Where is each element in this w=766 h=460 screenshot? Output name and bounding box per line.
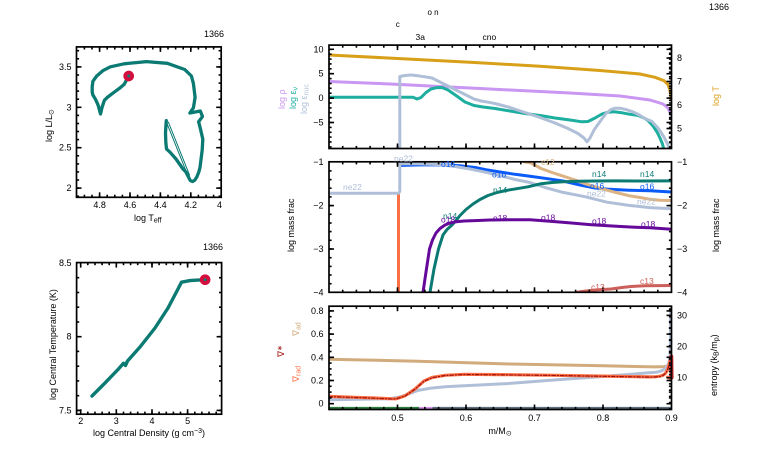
- svg-text:6: 6: [677, 100, 682, 110]
- svg-text:2: 2: [66, 183, 71, 193]
- svg-text:4.2: 4.2: [185, 200, 198, 210]
- svg-text:o16: o16: [492, 170, 506, 180]
- svg-text:log ρ: log ρ: [277, 89, 287, 109]
- svg-text:−1: −1: [313, 157, 323, 167]
- svg-text:0.8: 0.8: [311, 306, 324, 316]
- svg-text:4.6: 4.6: [124, 200, 137, 210]
- svg-text:10: 10: [677, 373, 687, 383]
- svg-text:1366: 1366: [709, 2, 729, 12]
- svg-text:log mass frac: log mass frac: [286, 198, 296, 252]
- svg-text:0.4: 0.4: [311, 352, 324, 362]
- svg-text:n14: n14: [493, 185, 507, 195]
- svg-text:1366: 1366: [204, 29, 224, 39]
- svg-text:∇∗: ∇∗: [276, 345, 286, 358]
- svg-text:log εnuc: log εnuc: [299, 84, 311, 114]
- svg-text:log L/L⊙: log L/L⊙: [44, 109, 56, 142]
- svg-text:entropy (kB/mp): entropy (kB/mp): [709, 334, 721, 396]
- svg-text:20: 20: [677, 342, 687, 352]
- svg-text:o18: o18: [493, 213, 507, 223]
- svg-text:o18: o18: [441, 215, 455, 225]
- svg-text:3.5: 3.5: [59, 62, 72, 72]
- svg-text:log mass frac: log mass frac: [711, 198, 721, 252]
- svg-text:4: 4: [149, 416, 154, 426]
- svg-text:−3: −3: [677, 244, 687, 254]
- svg-text:0.7: 0.7: [528, 413, 541, 423]
- svg-text:log Central Temperature (K): log Central Temperature (K): [48, 289, 58, 400]
- svg-text:8.5: 8.5: [59, 258, 72, 268]
- svg-text:c12: c12: [541, 157, 555, 167]
- svg-text:0.6: 0.6: [311, 329, 324, 339]
- svg-text:−3: −3: [313, 244, 323, 254]
- svg-text:log Central Density (g cm−3): log Central Density (g cm−3): [93, 428, 205, 438]
- svg-text:o18: o18: [592, 216, 606, 226]
- svg-text:log εν: log εν: [288, 86, 300, 109]
- svg-text:−4: −4: [677, 287, 687, 297]
- svg-text:4.4: 4.4: [154, 200, 167, 210]
- svg-text:3: 3: [114, 416, 119, 426]
- svg-text:0.9: 0.9: [665, 413, 678, 423]
- svg-text:o18: o18: [641, 219, 655, 229]
- svg-text:4: 4: [217, 200, 222, 210]
- svg-text:3a: 3a: [416, 32, 426, 42]
- svg-text:8: 8: [677, 53, 682, 63]
- svg-text:m/M⊙: m/M⊙: [488, 426, 512, 438]
- svg-text:∇ad: ∇ad: [291, 322, 303, 337]
- svg-text:n14: n14: [443, 211, 457, 221]
- svg-text:ne22: ne22: [587, 189, 606, 199]
- svg-text:30: 30: [677, 310, 687, 320]
- svg-text:n14: n14: [640, 169, 654, 179]
- svg-text:5: 5: [185, 416, 190, 426]
- svg-text:−2: −2: [313, 201, 323, 211]
- svg-text:0.2: 0.2: [311, 376, 324, 386]
- svg-text:5: 5: [677, 124, 682, 134]
- svg-text:−4: −4: [313, 287, 323, 297]
- svg-text:log T: log T: [711, 86, 721, 106]
- svg-text:−5: −5: [313, 118, 323, 128]
- svg-text:o18: o18: [541, 213, 555, 223]
- svg-text:log Teff: log Teff: [134, 213, 162, 225]
- svg-text:−1: −1: [677, 157, 687, 167]
- svg-text:ne22: ne22: [394, 154, 413, 164]
- svg-text:2: 2: [78, 416, 83, 426]
- svg-text:4.8: 4.8: [93, 200, 106, 210]
- svg-text:7.5: 7.5: [59, 405, 72, 415]
- svg-text:c13: c13: [640, 276, 654, 286]
- svg-text:8: 8: [66, 332, 71, 342]
- svg-text:7: 7: [677, 77, 682, 87]
- svg-text:ne22: ne22: [637, 196, 656, 206]
- svg-text:10: 10: [313, 44, 323, 54]
- svg-text:0.6: 0.6: [460, 413, 473, 423]
- svg-text:2.5: 2.5: [59, 143, 72, 153]
- svg-text:−2: −2: [677, 201, 687, 211]
- svg-text:o16: o16: [640, 182, 654, 192]
- svg-text:5: 5: [318, 69, 323, 79]
- svg-text:c: c: [396, 20, 400, 29]
- svg-text:3: 3: [66, 102, 71, 112]
- svg-text:n14: n14: [592, 169, 606, 179]
- svg-text:∇rad: ∇rad: [291, 366, 303, 383]
- svg-text:0: 0: [318, 399, 323, 409]
- svg-text:cno: cno: [483, 32, 497, 42]
- svg-text:1366: 1366: [203, 242, 223, 252]
- svg-text:o16: o16: [590, 181, 604, 191]
- svg-text:o16: o16: [441, 159, 455, 169]
- svg-text:ne22: ne22: [343, 182, 362, 192]
- svg-text:c13: c13: [591, 282, 605, 292]
- svg-text:o n: o n: [428, 8, 439, 17]
- svg-text:0.8: 0.8: [597, 413, 610, 423]
- svg-text:0: 0: [318, 93, 323, 103]
- svg-text:0.5: 0.5: [391, 413, 404, 423]
